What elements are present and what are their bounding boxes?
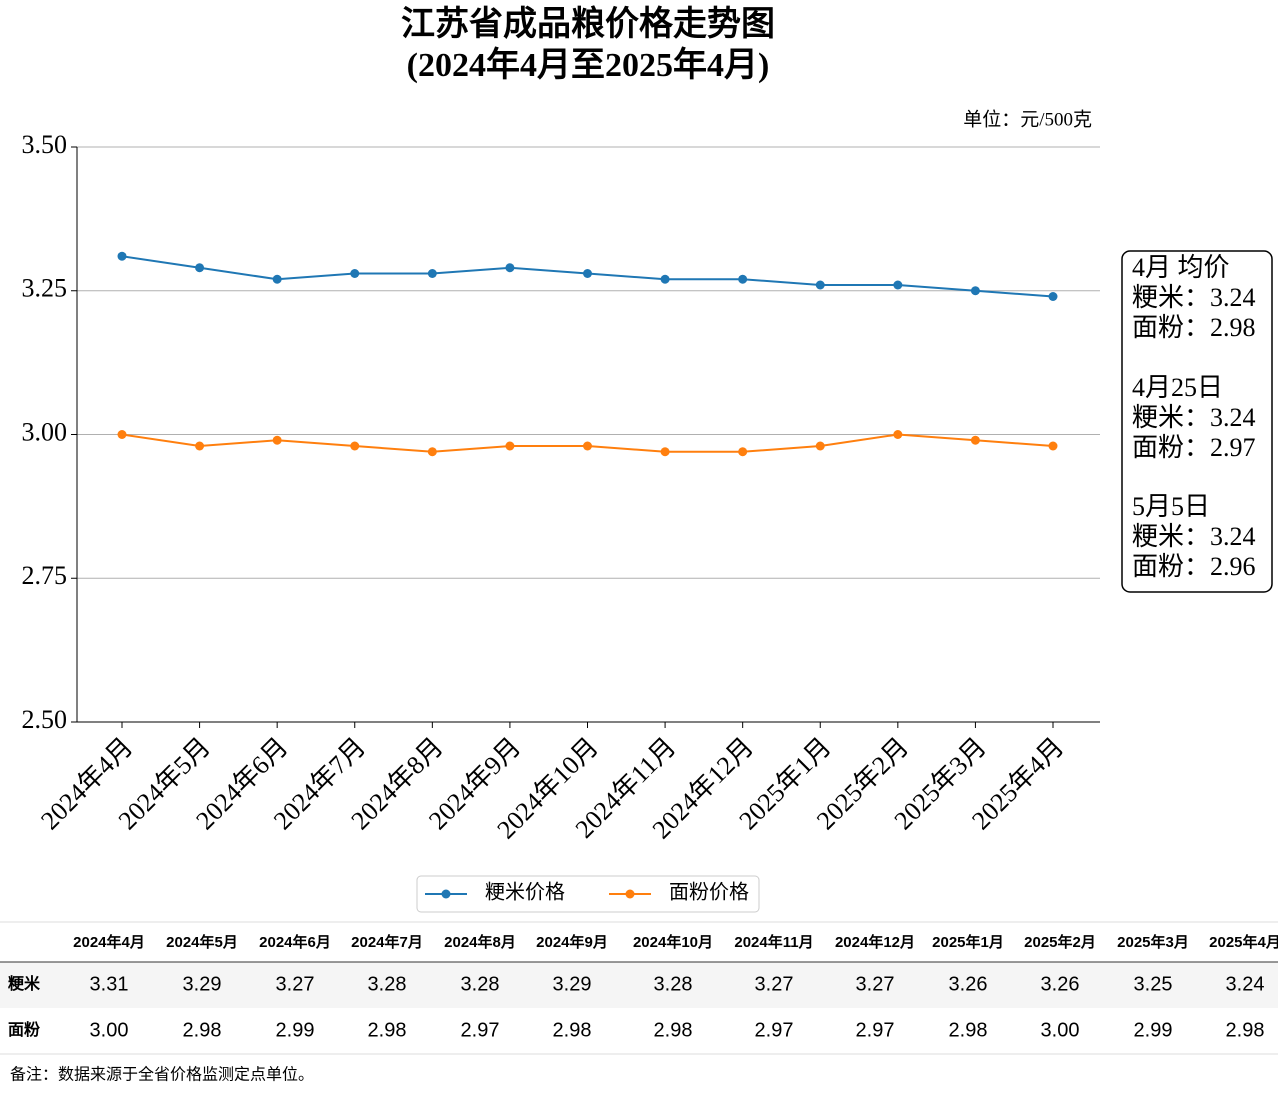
annotation-line: 粳米：3.24 [1132, 403, 1256, 432]
point [427, 447, 437, 457]
annotation-line: 面粉：2.98 [1132, 313, 1256, 342]
table-cell: 3.27 [755, 973, 794, 995]
table-header: 2025年2月 [1024, 933, 1096, 951]
y-tick-label: 2.50 [22, 705, 68, 734]
note: 备注：数据来源于全省价格监测定点单位。 [10, 1066, 314, 1084]
point [195, 263, 205, 273]
table-cell: 2.98 [949, 1019, 988, 1041]
table-header: 2025年3月 [1117, 933, 1189, 951]
point [272, 274, 282, 284]
annotation-box [1121, 250, 1273, 593]
table-cell: 2.98 [1226, 1019, 1265, 1041]
table-header: 2024年8月 [444, 933, 516, 951]
table-header: 2024年10月 [633, 933, 713, 951]
table-header: 2025年1月 [932, 933, 1004, 951]
table-header: 2024年9月 [536, 933, 608, 951]
table-cell: 2.97 [755, 1019, 794, 1041]
point [583, 269, 592, 278]
point [505, 263, 515, 273]
table-cell: 2.98 [553, 1019, 592, 1041]
point [970, 286, 980, 296]
table-cell: 3.28 [461, 973, 500, 995]
point [350, 441, 360, 451]
annotation-line: 4月 均价 [1132, 253, 1230, 282]
point [660, 274, 670, 284]
table-row-bg [0, 962, 1278, 1008]
table-header: 2025年4月 [1209, 933, 1278, 951]
annotation-line: 面粉：2.97 [1132, 433, 1256, 462]
y-tick-label: 2.75 [22, 561, 68, 590]
table-cell: 3.29 [183, 973, 222, 995]
legend-box [416, 875, 760, 913]
chart-subtitle: (2024年4月至2025年4月) [407, 46, 770, 84]
table-cell: 2.98 [368, 1019, 407, 1041]
annotation-line: 4月25日 [1132, 373, 1223, 402]
table-header: 2024年12月 [835, 933, 915, 951]
table-cell: 3.24 [1226, 973, 1265, 995]
table-cell: 2.98 [654, 1019, 693, 1041]
table-header: 2024年4月 [73, 933, 145, 951]
table-cell: 3.29 [553, 973, 592, 995]
point [117, 430, 127, 439]
annotation-line: 面粉：2.96 [1132, 552, 1256, 581]
y-tick-label: 3.00 [22, 417, 68, 446]
point [272, 435, 282, 445]
table-cell: 2.99 [276, 1019, 315, 1041]
table-cell: 3.27 [856, 973, 895, 995]
table-cell: 3.26 [1041, 973, 1080, 995]
point [738, 274, 748, 284]
point [660, 447, 670, 457]
point [427, 269, 437, 278]
point [1048, 292, 1058, 301]
point [350, 269, 360, 278]
table-cell: 2.97 [461, 1019, 500, 1041]
table-row-label: 面粉 [8, 1020, 40, 1039]
legend-marker [625, 889, 635, 899]
point [583, 441, 592, 451]
table-header: 2024年11月 [734, 933, 813, 951]
point [117, 251, 127, 261]
y-tick-label: 3.50 [22, 130, 68, 159]
table-header: 2024年7月 [351, 933, 423, 951]
table-row-label: 粳米 [8, 974, 41, 993]
point [815, 280, 825, 290]
table-header: 2024年5月 [166, 933, 238, 951]
table-cell: 3.00 [90, 1019, 129, 1041]
point [505, 441, 515, 451]
table-cell: 3.28 [654, 973, 693, 995]
legend-marker [441, 889, 451, 899]
table-cell: 3.25 [1134, 973, 1173, 995]
table-cell: 3.31 [90, 973, 129, 995]
unit-label: 单位：元/500克 [963, 108, 1092, 130]
table-cell: 3.27 [276, 973, 315, 995]
table-cell: 3.00 [1041, 1019, 1080, 1041]
table-header: 2024年6月 [259, 933, 331, 951]
chart-title: 江苏省成品粮价格走势图 [401, 5, 775, 43]
annotation-line: 5月5日 [1132, 492, 1210, 521]
point [815, 441, 825, 451]
table-cell: 2.99 [1134, 1019, 1173, 1041]
point [195, 441, 205, 451]
table-cell: 2.97 [856, 1019, 895, 1041]
point [970, 435, 980, 445]
table-cell: 3.28 [368, 973, 407, 995]
annotation-line: 粳米：3.24 [1132, 283, 1256, 312]
table-cell: 2.98 [183, 1019, 222, 1041]
table-cell: 3.26 [949, 973, 988, 995]
point [893, 430, 903, 439]
legend-label: 面粉价格 [669, 881, 749, 904]
point [738, 447, 748, 457]
annotation-line: 粳米：3.24 [1132, 522, 1256, 551]
point [893, 280, 903, 290]
y-tick-label: 3.25 [22, 274, 68, 303]
point [1048, 441, 1058, 451]
legend-label: 粳米价格 [485, 881, 565, 904]
